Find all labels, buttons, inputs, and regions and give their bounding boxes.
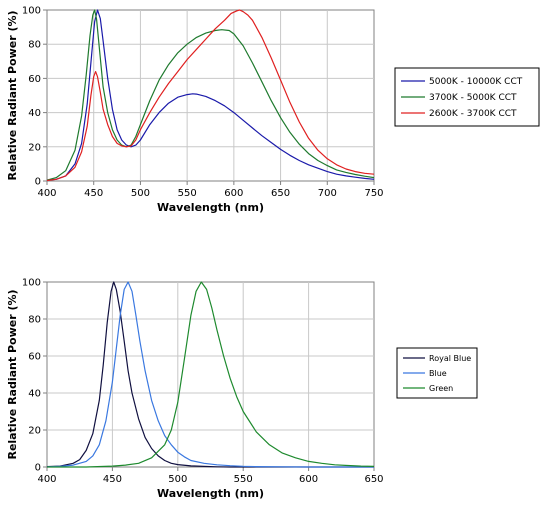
y-tick-label: 20 xyxy=(28,142,41,153)
plot-area xyxy=(46,281,375,468)
legend-label: 2600K - 3700K CCT xyxy=(429,109,517,119)
x-axis-label: Wavelength (nm) xyxy=(157,201,264,214)
top-spectrum-chart: 400 450 500 550 600 650 700 750 0 20 40 60 80 100 Wave… xyxy=(6,6,540,214)
x-tick-label: 700 xyxy=(318,188,337,199)
y-tick-label: 60 xyxy=(28,74,41,85)
series-line xyxy=(47,281,374,468)
x-axis-label: Wavelength (nm) xyxy=(157,487,264,500)
x-tick-label: 550 xyxy=(234,474,253,485)
x-tick-label: 650 xyxy=(364,474,383,485)
series-line xyxy=(47,9,374,181)
x-tick-label: 750 xyxy=(364,188,383,199)
legend-label: 5000K - 10000K CCT xyxy=(429,77,523,87)
x-tick-label: 400 xyxy=(37,188,56,199)
y-tick-label: 20 xyxy=(28,426,41,437)
legend-label: Royal Blue xyxy=(429,354,471,363)
y-tick-label: 0 xyxy=(35,177,41,188)
y-tick-label: 40 xyxy=(28,389,41,400)
bottom-spectrum-chart: 400 450 500 550 600 650 0 20 40 60 80 100 Wavelength… xyxy=(6,278,478,500)
x-tick-label: 550 xyxy=(178,188,197,199)
y-tick-label: 100 xyxy=(22,6,41,17)
series-line xyxy=(47,281,374,468)
y-axis-label: Relative Radiant Power (%) xyxy=(6,289,19,459)
x-tick-label: 650 xyxy=(271,188,290,199)
series-line xyxy=(47,9,374,181)
x-tick-label: 600 xyxy=(224,188,243,199)
x-tick-label: 450 xyxy=(84,188,103,199)
x-tick-label: 500 xyxy=(168,474,187,485)
y-tick-label: 80 xyxy=(28,40,41,51)
x-tick-label: 600 xyxy=(299,474,318,485)
y-tick-label: 40 xyxy=(28,108,41,119)
plot-area xyxy=(46,9,375,182)
y-tick-label: 0 xyxy=(35,463,41,474)
legend-label: 3700K - 5000K CCT xyxy=(429,93,517,103)
y-axis-label: Relative Radiant Power (%) xyxy=(6,10,19,180)
x-tick-label: 500 xyxy=(131,188,150,199)
series-line xyxy=(47,9,374,182)
x-tick-label: 450 xyxy=(103,474,122,485)
legend-label: Blue xyxy=(429,369,447,378)
series-line xyxy=(47,281,374,468)
y-tick-label: 80 xyxy=(28,315,41,326)
legend-label: Green xyxy=(429,384,453,393)
y-tick-label: 60 xyxy=(28,352,41,363)
x-tick-label: 400 xyxy=(37,474,56,485)
y-tick-label: 100 xyxy=(22,278,41,289)
